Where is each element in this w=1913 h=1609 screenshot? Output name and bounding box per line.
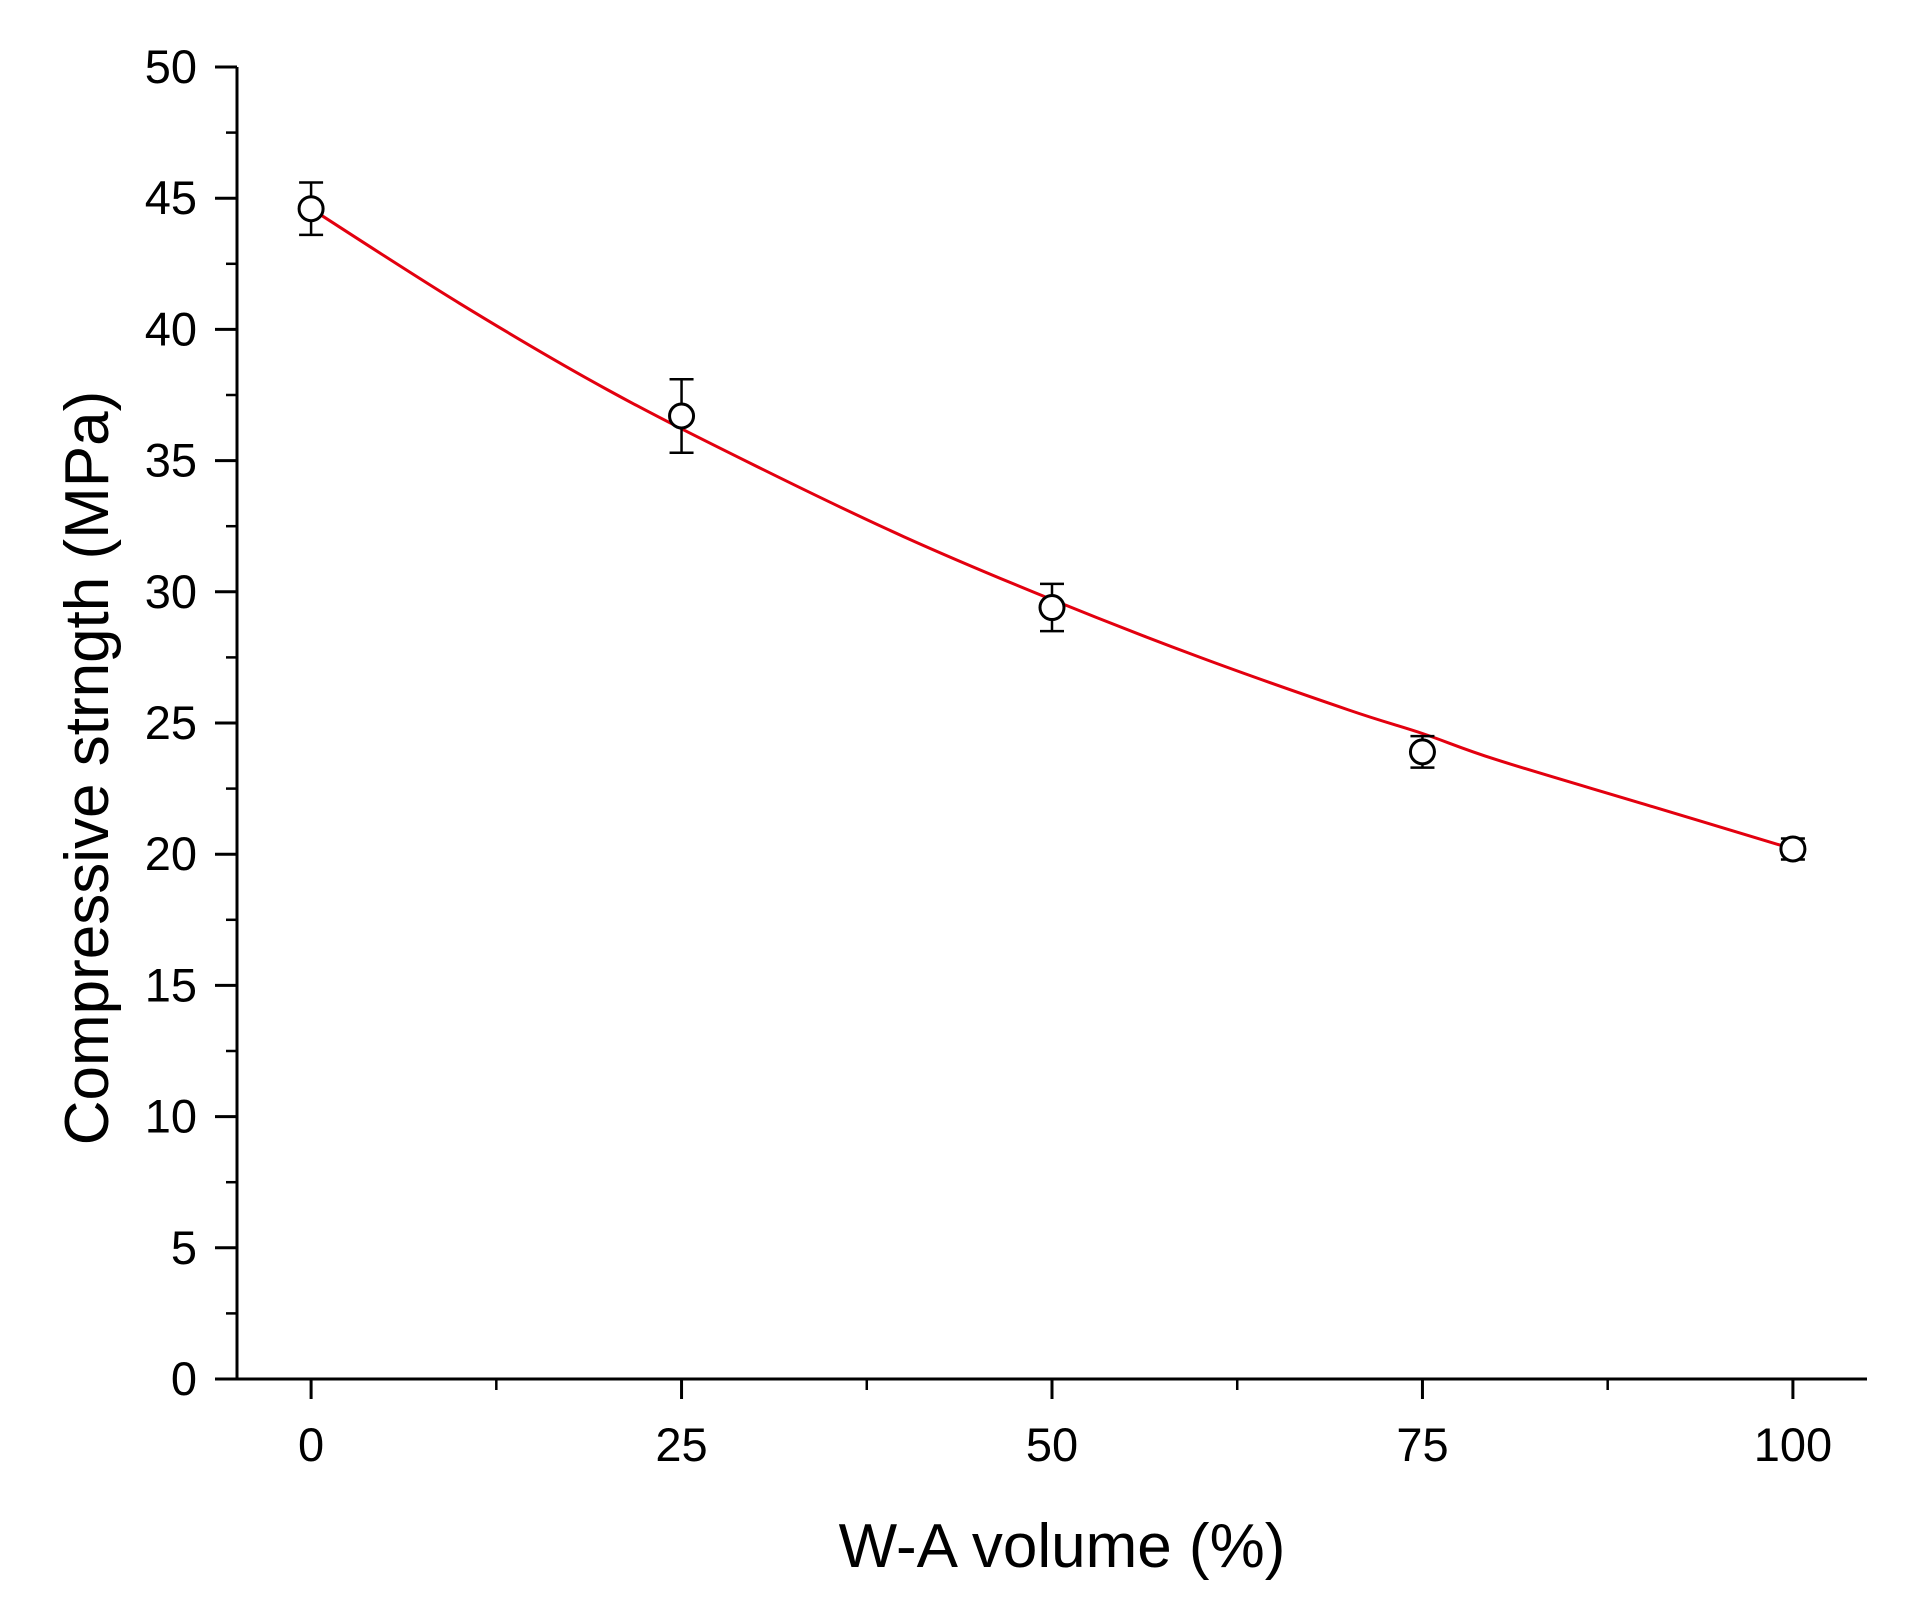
- x-tick-label: 75: [1396, 1418, 1448, 1471]
- y-tick-label: 40: [145, 302, 197, 355]
- data-points-layer: [297, 181, 1807, 863]
- y-tick-label: 25: [145, 696, 197, 749]
- x-axis-ticks: 0 25 50 75 100: [298, 1379, 1832, 1471]
- y-axis-ticks: 0 5 10 15 20 25 30 35 40 45 50: [145, 40, 237, 1405]
- y-tick-label: 30: [145, 565, 197, 618]
- y-tick-label: 45: [145, 171, 197, 224]
- x-tick-label: 50: [1026, 1418, 1078, 1471]
- data-marker: [1038, 594, 1066, 622]
- x-tick-label: 0: [298, 1418, 324, 1471]
- fit-curve-layer: [310, 207, 1794, 851]
- y-axis-title: Compressive strngth (MPa): [53, 391, 122, 1146]
- y-tick-label: 5: [171, 1221, 197, 1274]
- y-tick-label: 50: [145, 40, 197, 93]
- y-tick-label: 35: [145, 434, 197, 487]
- y-tick-label: 15: [145, 958, 197, 1011]
- data-marker: [668, 402, 696, 430]
- x-tick-label: 100: [1754, 1418, 1832, 1471]
- data-point: [1038, 582, 1066, 633]
- fit-curve: [310, 207, 1794, 851]
- y-tick-label: 0: [171, 1352, 197, 1405]
- data-point: [1779, 835, 1807, 863]
- data-marker: [297, 195, 325, 223]
- data-marker: [1779, 835, 1807, 863]
- x-tick-label: 25: [655, 1418, 707, 1471]
- data-point: [1408, 734, 1436, 769]
- data-point: [668, 378, 696, 454]
- y-tick-label: 20: [145, 827, 197, 880]
- x-axis-title: W-A volume (%): [839, 1512, 1286, 1581]
- data-point: [297, 181, 325, 237]
- y-tick-label: 10: [145, 1090, 197, 1143]
- data-marker: [1408, 738, 1436, 766]
